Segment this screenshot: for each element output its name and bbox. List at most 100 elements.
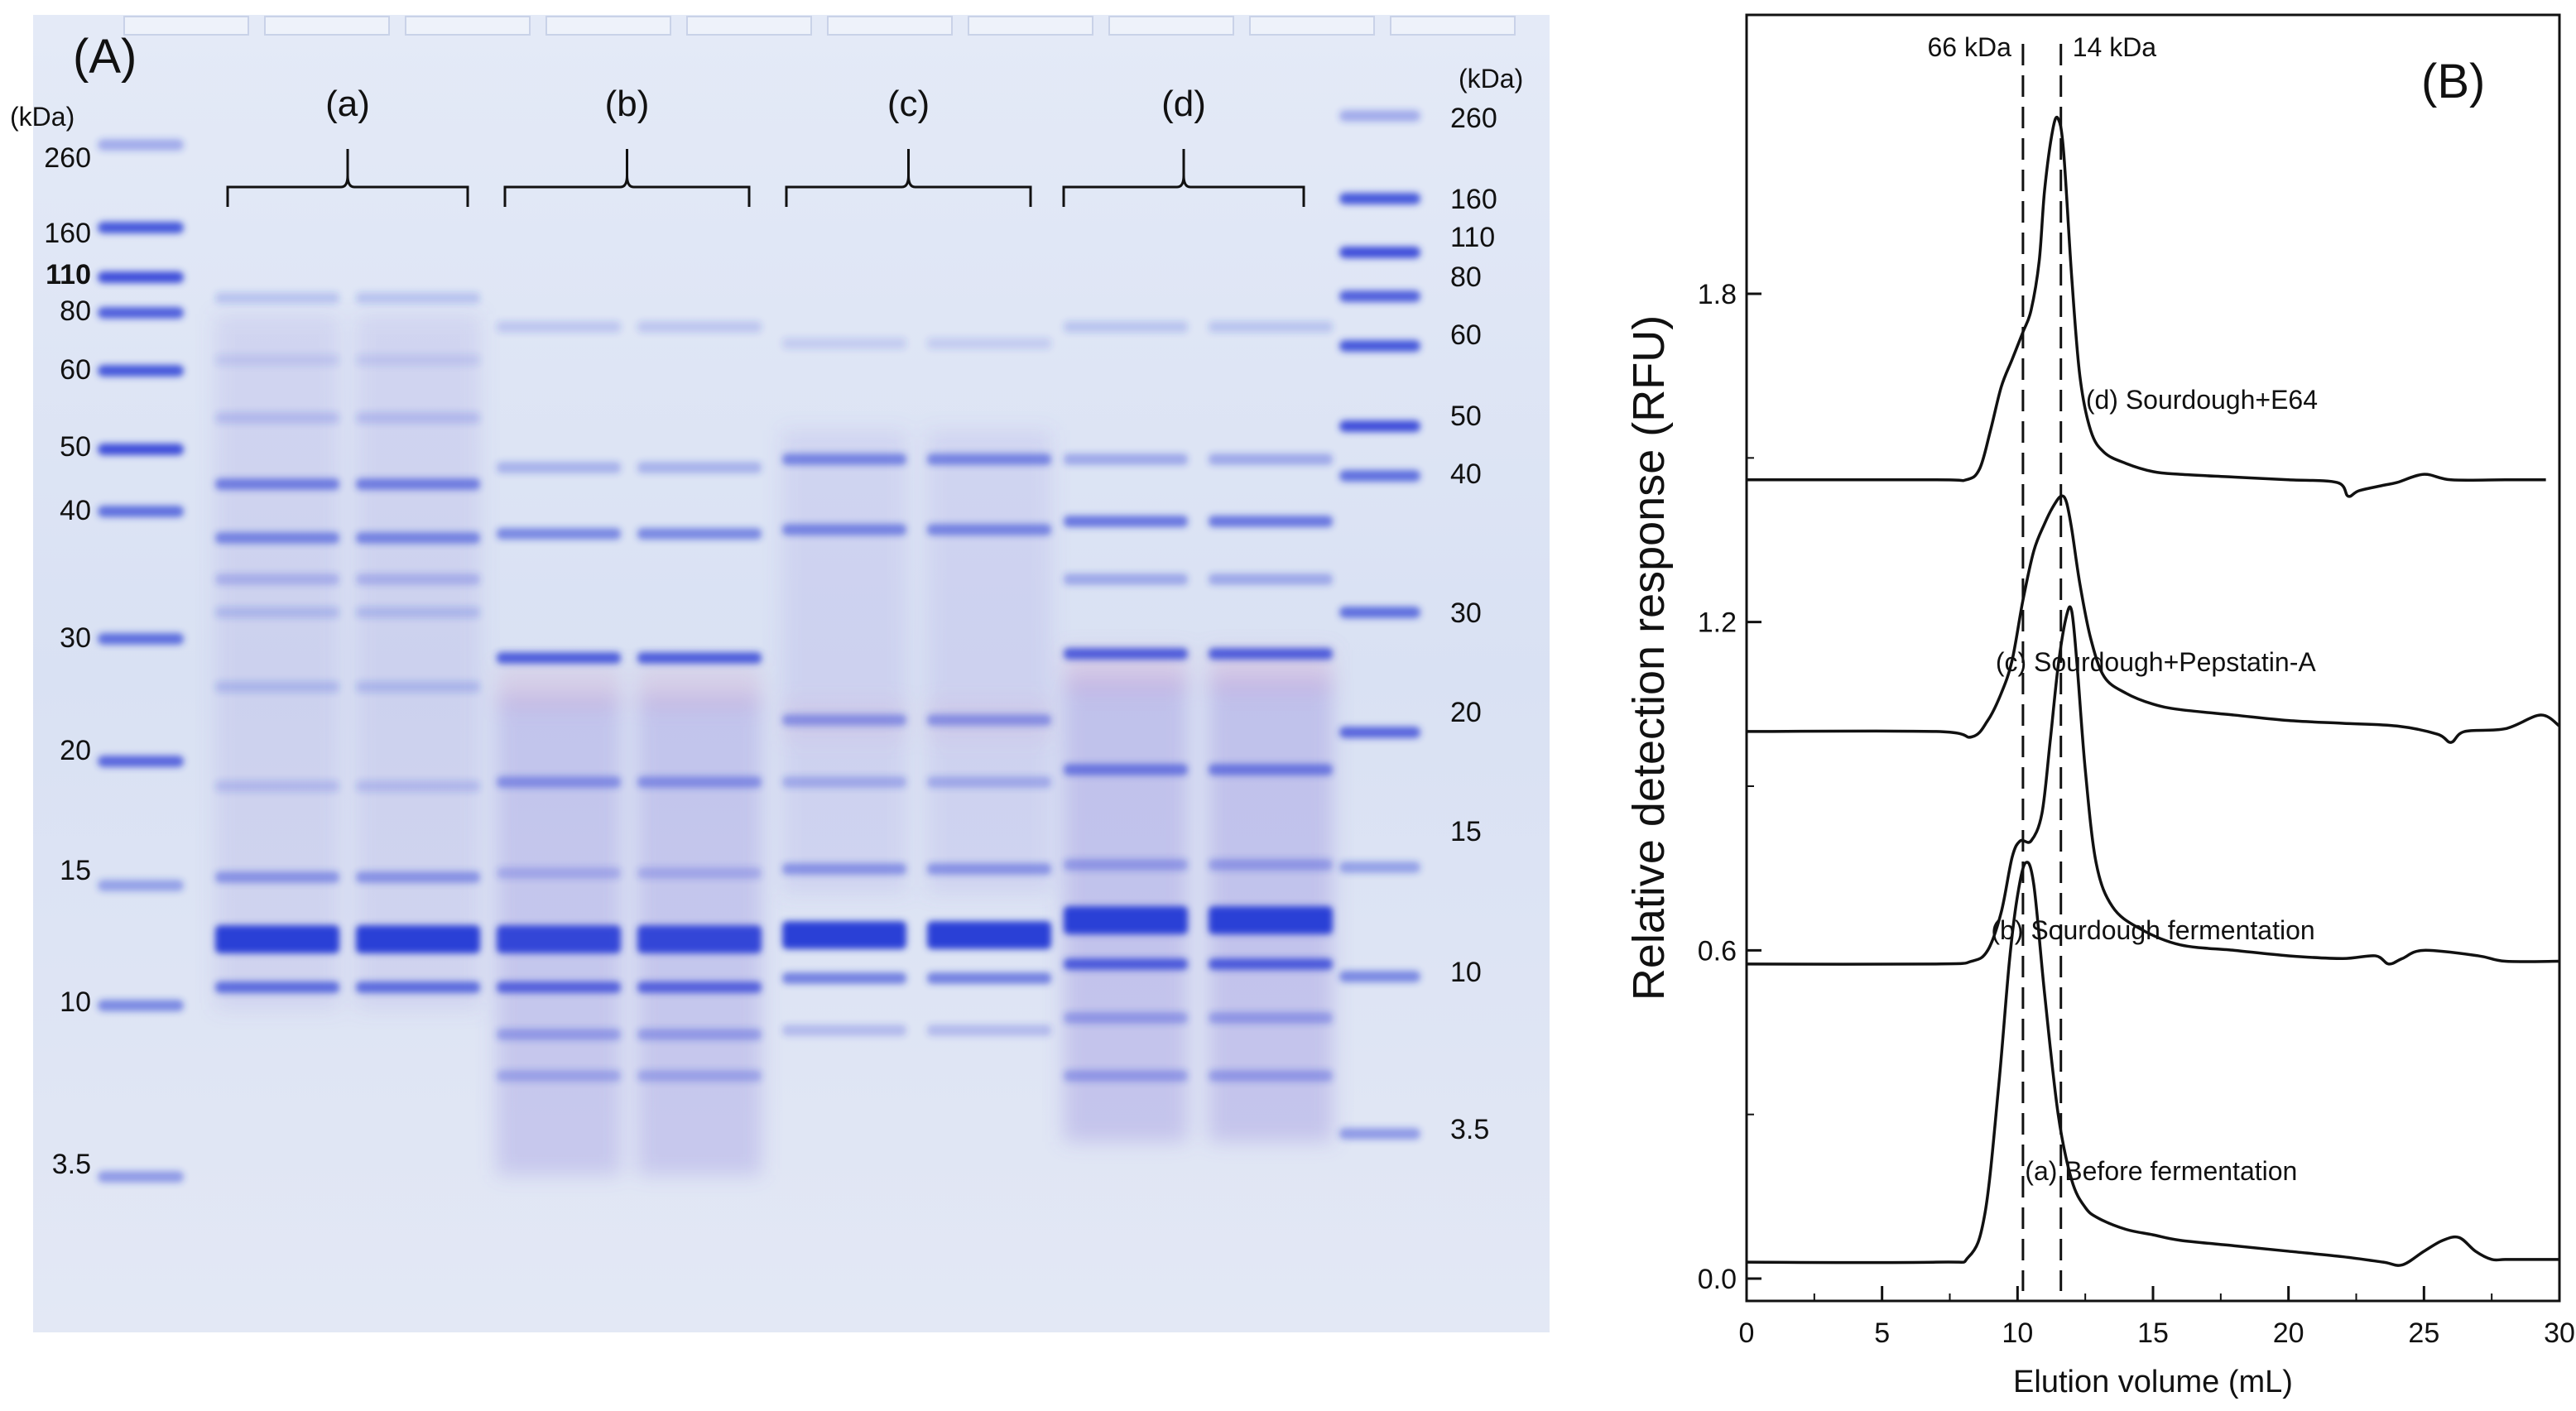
marker-label-right: 20	[1450, 697, 1482, 728]
marker-label-left: 80	[60, 295, 91, 327]
protein-band	[1209, 906, 1333, 934]
protein-band	[1209, 454, 1333, 465]
protein-band	[637, 1070, 762, 1082]
marker-label-right: 60	[1450, 319, 1482, 351]
protein-band	[927, 921, 1051, 949]
group-label: (a)	[325, 84, 370, 124]
gel-well	[1249, 16, 1375, 36]
protein-band	[1064, 516, 1188, 527]
protein-band	[782, 714, 906, 726]
gel-well	[968, 16, 1093, 36]
reference-line-label: 14 kDa	[2073, 32, 2157, 62]
group-label: (b)	[605, 84, 650, 124]
protein-band	[215, 871, 339, 883]
protein-band	[782, 972, 906, 984]
protein-band	[1209, 958, 1333, 970]
marker-band-left	[98, 756, 184, 767]
marker-label-right: 80	[1450, 262, 1482, 293]
marker-band-left	[98, 139, 184, 151]
series-label: (b) Sourdough fermentation	[1991, 915, 2314, 945]
marker-label-right: 15	[1450, 816, 1482, 847]
marker-label-left: 40	[60, 495, 91, 526]
marker-label-right: 160	[1450, 184, 1497, 215]
marker-band-left	[98, 1000, 184, 1011]
protein-band	[1064, 1012, 1188, 1024]
group-bracket	[1062, 149, 1305, 207]
protein-band	[637, 981, 762, 993]
protein-band	[497, 776, 621, 788]
protein-band	[1064, 859, 1188, 871]
x-tick-label: 5	[1874, 1317, 1890, 1349]
x-tick-label: 20	[2273, 1317, 2304, 1349]
group-label: (c)	[887, 84, 930, 124]
protein-band	[927, 338, 1051, 349]
protein-band	[497, 528, 621, 540]
marker-label-right: 40	[1450, 458, 1482, 490]
series-line	[1746, 861, 2559, 1267]
protein-band	[356, 292, 480, 304]
lane-smear	[927, 430, 1051, 894]
gel-panel: (A) (kDa) (kDa) 260 160 110 80 60 50 40 30 20 15 1…	[10, 15, 1550, 1332]
series-label: (d) Sourdough+E64	[2086, 385, 2318, 415]
protein-band	[1209, 764, 1333, 775]
protein-band	[1064, 958, 1188, 970]
protein-band	[215, 981, 339, 993]
protein-band	[927, 714, 1051, 726]
protein-band	[497, 652, 621, 664]
y-axis-label: Relative detection response (RFU)	[1624, 315, 1674, 1001]
marker-label-left: 50	[60, 431, 91, 463]
protein-band	[1064, 454, 1188, 465]
lane-pink-smear	[497, 666, 621, 708]
gel-well	[1108, 16, 1234, 36]
unit-label-left: (kDa)	[10, 102, 74, 132]
protein-band	[782, 776, 906, 788]
protein-band	[1064, 764, 1188, 775]
marker-band-right	[1339, 290, 1420, 302]
protein-band	[497, 321, 621, 333]
protein-band	[782, 921, 906, 949]
gel-well	[123, 16, 249, 36]
marker-band-right	[1339, 340, 1420, 352]
protein-band	[215, 412, 339, 424]
marker-label-right: 50	[1450, 401, 1482, 432]
protein-band	[356, 681, 480, 693]
protein-band	[356, 574, 480, 585]
protein-band	[1209, 321, 1333, 333]
marker-label-left: 260	[44, 142, 91, 174]
marker-label-right: 10	[1450, 957, 1482, 988]
gel-well	[264, 16, 390, 36]
protein-band	[1209, 859, 1333, 871]
protein-band	[1209, 574, 1333, 585]
protein-band	[637, 776, 762, 788]
protein-band	[356, 412, 480, 424]
marker-band-left	[98, 365, 184, 377]
marker-label-left: 30	[60, 622, 91, 654]
group-label: (d)	[1161, 84, 1206, 124]
protein-band	[637, 1029, 762, 1040]
protein-band	[1064, 648, 1188, 660]
protein-band	[215, 532, 339, 544]
protein-band	[356, 607, 480, 618]
protein-band	[927, 1025, 1051, 1036]
protein-band	[637, 321, 762, 333]
y-tick-label: 1.2	[1698, 607, 1737, 639]
protein-band	[356, 780, 480, 792]
series-label: (a) Before fermentation	[2025, 1156, 2297, 1186]
series-line	[1746, 605, 2560, 966]
protein-band	[927, 524, 1051, 535]
protein-band	[782, 1025, 906, 1036]
protein-band	[497, 462, 621, 473]
y-tick-label: 0.0	[1698, 1264, 1737, 1295]
gel-well	[1390, 16, 1516, 36]
y-tick-label: 1.8	[1698, 279, 1737, 310]
protein-band	[356, 478, 480, 490]
protein-band	[215, 780, 339, 792]
protein-band	[215, 607, 339, 618]
gel-well	[686, 16, 812, 36]
protein-band	[637, 867, 762, 879]
group-bracket	[785, 149, 1032, 207]
marker-band-right	[1339, 607, 1420, 618]
marker-band-left	[98, 271, 184, 283]
protein-band	[215, 681, 339, 693]
protein-band	[1209, 648, 1333, 660]
